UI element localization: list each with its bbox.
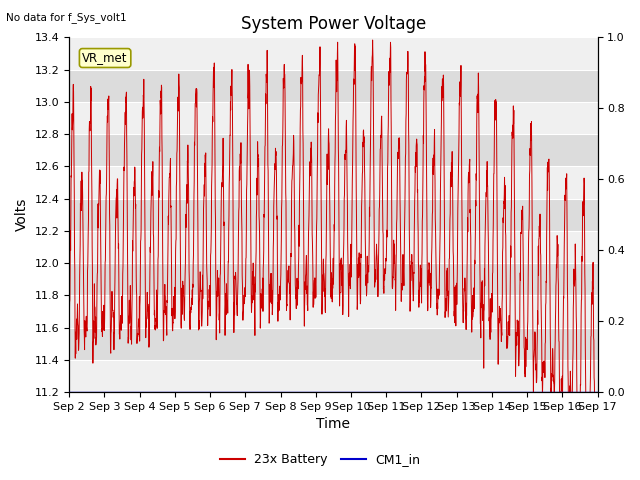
Bar: [69, 328, 598, 360]
Title: System Power Voltage: System Power Voltage: [241, 15, 426, 33]
Text: No data for f_Sys_volt1: No data for f_Sys_volt1: [6, 12, 127, 23]
Bar: [69, 231, 598, 263]
Legend: 23x Battery, CM1_in: 23x Battery, CM1_in: [214, 448, 426, 471]
Bar: [69, 134, 598, 167]
Bar: [69, 70, 598, 102]
Text: VR_met: VR_met: [83, 51, 128, 64]
Bar: [69, 263, 598, 295]
Bar: [69, 360, 598, 392]
Bar: [69, 102, 598, 134]
Bar: [69, 167, 598, 199]
Bar: [69, 199, 598, 231]
Y-axis label: Volts: Volts: [15, 198, 29, 231]
Bar: [69, 295, 598, 328]
Bar: [69, 37, 598, 70]
X-axis label: Time: Time: [316, 418, 350, 432]
